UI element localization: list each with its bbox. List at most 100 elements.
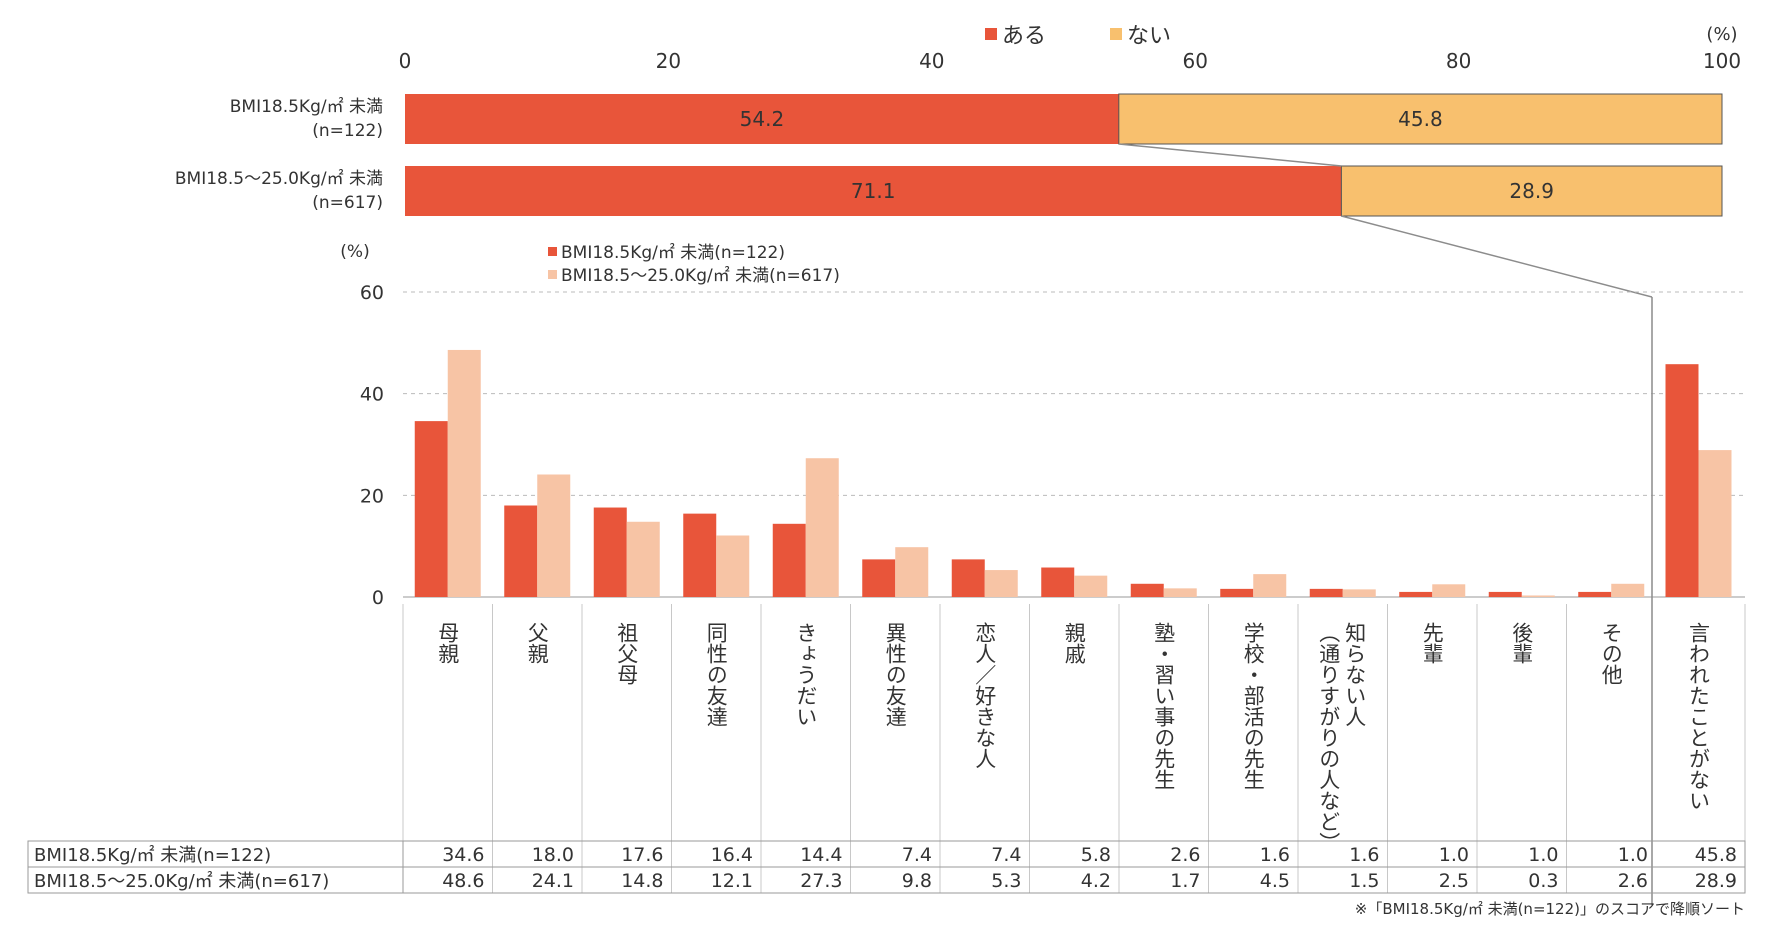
footnote: ※「BMI18.5Kg/㎡ 未満(n=122)」のスコアで降順ソート — [1355, 900, 1745, 918]
data-table-cell: 27.3 — [800, 870, 842, 892]
data-table-cell: 1.5 — [1349, 870, 1379, 892]
top-bar-aru — [405, 94, 1119, 144]
category-label-line: 知らない人 — [1343, 622, 1367, 727]
y-tick-label: 20 — [360, 485, 384, 507]
legend-swatch-aru — [985, 28, 997, 40]
category-label: 母親 — [436, 622, 460, 664]
bar-series2 — [1432, 584, 1466, 597]
data-table-cell: 1.0 — [1439, 844, 1469, 866]
bar-series2 — [1163, 588, 1197, 597]
bar-series2 — [1253, 574, 1287, 597]
category-label: 恋人／好きな人 — [973, 622, 997, 769]
data-table-cell: 1.0 — [1618, 844, 1648, 866]
category-label: 学校・部活の先生 — [1241, 622, 1265, 790]
category-label: 同性の友達 — [704, 622, 728, 727]
bar-series2 — [984, 570, 1018, 597]
data-table-cell: 16.4 — [711, 844, 753, 866]
y-tick-label: 0 — [372, 587, 384, 609]
top-row-label: BMI18.5～25.0Kg/㎡ 未満 — [175, 169, 383, 189]
bar-series1 — [862, 559, 896, 597]
data-table-cell: 7.4 — [991, 844, 1021, 866]
top-bar-nai — [1340, 165, 1723, 217]
category-label: 父親 — [525, 622, 549, 664]
category-label: 親戚 — [1062, 622, 1086, 664]
data-table-cell: 1.0 — [1528, 844, 1558, 866]
y-tick-label: 60 — [360, 282, 384, 304]
data-table-cell: 14.4 — [800, 844, 842, 866]
data-table-cell: 17.6 — [621, 844, 663, 866]
bar-series2 — [1342, 589, 1376, 597]
top-bar-aru-value: 71.1 — [851, 179, 896, 203]
top-bar-nai-value: 45.8 — [1398, 107, 1443, 131]
bar-series2 — [1698, 450, 1732, 597]
bar-series1 — [1309, 588, 1343, 597]
category-label: 祖父母 — [615, 622, 639, 685]
data-table-cell: 0.3 — [1528, 870, 1558, 892]
data-table-cell: 1.6 — [1349, 844, 1379, 866]
data-table-cell: 34.6 — [442, 844, 484, 866]
top-bar-nai — [1118, 93, 1723, 145]
data-table-cell: 28.9 — [1695, 870, 1737, 892]
category-label: 後輩 — [1510, 622, 1534, 664]
category-label: 先輩 — [1420, 622, 1444, 664]
bar-series1 — [414, 421, 448, 597]
bar-series2 — [1521, 595, 1555, 597]
bar-series1 — [1220, 588, 1254, 597]
data-table-cell: 7.4 — [902, 844, 932, 866]
bar-series2 — [1611, 583, 1645, 597]
data-table-row-label: BMI18.5Kg/㎡ 未満(n=122) — [34, 844, 271, 866]
data-table-cell: 24.1 — [532, 870, 574, 892]
data-table-cell: 1.6 — [1260, 844, 1290, 866]
legend-swatch-series1 — [548, 247, 557, 256]
bar-series2 — [1074, 575, 1108, 597]
bar-series2 — [626, 521, 660, 597]
top-tick-label: 80 — [1446, 49, 1471, 73]
data-table-cell: 4.5 — [1260, 870, 1290, 892]
data-table-cell: 5.8 — [1081, 844, 1111, 866]
bar-series1 — [1041, 567, 1075, 597]
legend-label-aru: ある — [1002, 24, 1046, 49]
data-table-cell: 4.2 — [1081, 870, 1111, 892]
category-label: 塾・習い事の先生 — [1152, 622, 1176, 790]
bar-series2 — [895, 547, 929, 597]
legend-label-series1: BMI18.5Kg/㎡ 未満(n=122) — [561, 243, 785, 263]
top-row-n-label: (n=617) — [312, 193, 383, 213]
top-tick-label: 0 — [399, 49, 412, 73]
top-row-n-label: (n=122) — [312, 121, 383, 141]
bar-series1 — [951, 559, 985, 597]
data-table-cell: 9.8 — [902, 870, 932, 892]
top-tick-label: 20 — [656, 49, 681, 73]
bar-series2 — [716, 535, 750, 597]
legend-swatch-nai — [1110, 28, 1122, 40]
data-table-cell: 5.3 — [991, 870, 1021, 892]
bar-series2 — [447, 349, 481, 597]
data-table-cell: 2.5 — [1439, 870, 1469, 892]
top-row-label: BMI18.5Kg/㎡ 未満 — [230, 97, 383, 117]
category-label: 言われたことがない — [1687, 622, 1711, 811]
bar-series2 — [805, 458, 839, 597]
data-table-cell: 18.0 — [532, 844, 574, 866]
data-table-cell: 2.6 — [1170, 844, 1200, 866]
legend-label-series2: BMI18.5～25.0Kg/㎡ 未満(n=617) — [561, 266, 840, 286]
bar-series1 — [504, 505, 538, 597]
top-tick-label: 100 — [1703, 49, 1741, 73]
bar-series1 — [1399, 591, 1433, 597]
category-label-line: （通りすがりの人など） — [1317, 622, 1341, 853]
top-bar-nai-value: 28.9 — [1509, 179, 1554, 203]
data-table-cell: 14.8 — [621, 870, 663, 892]
top-bar-aru — [405, 166, 1342, 216]
category-label: その他 — [1599, 622, 1623, 685]
bar-series1 — [1488, 591, 1522, 597]
bar-series1 — [593, 507, 627, 597]
top-tick-label: 40 — [919, 49, 944, 73]
y-tick-label: 40 — [360, 384, 384, 406]
guide-line-top — [1118, 143, 1342, 167]
data-table-cell: 1.7 — [1170, 870, 1200, 892]
legend-label-nai: ない — [1127, 24, 1171, 49]
data-table-cell: 45.8 — [1695, 844, 1737, 866]
category-label: きょうだい — [794, 622, 818, 727]
category-label: 異性の友達 — [883, 622, 907, 727]
bar-series1 — [772, 523, 806, 597]
data-table-cell: 2.6 — [1618, 870, 1648, 892]
bar-series1 — [1665, 364, 1699, 597]
